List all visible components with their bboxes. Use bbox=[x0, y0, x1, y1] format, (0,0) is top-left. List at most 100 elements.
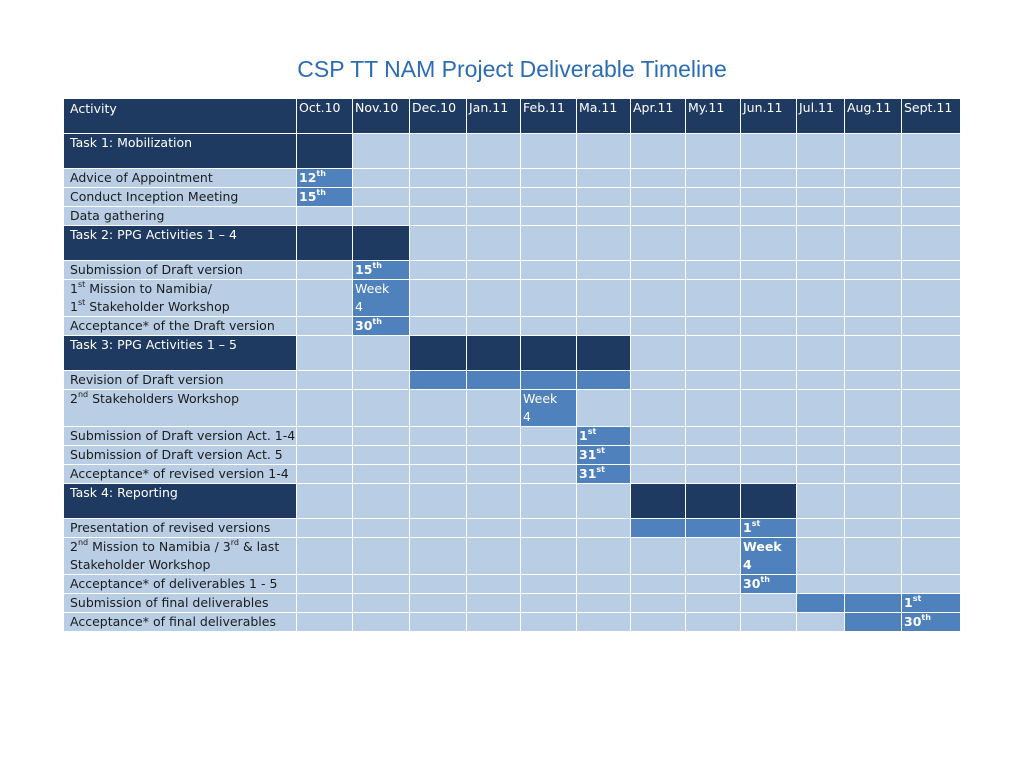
timeline-cell bbox=[410, 465, 467, 484]
timeline-cell bbox=[902, 538, 961, 575]
timeline-cell bbox=[577, 261, 631, 280]
date-marker-num: 15 bbox=[355, 262, 373, 277]
header-month: Jul.11 bbox=[797, 99, 845, 134]
timeline-cell bbox=[521, 317, 577, 336]
timeline-cell bbox=[902, 575, 961, 594]
timeline-cell bbox=[521, 280, 577, 317]
timeline-cell bbox=[467, 226, 521, 261]
timeline-cell bbox=[410, 188, 467, 207]
timeline-cell bbox=[631, 575, 686, 594]
activity-text: Task 3: PPG Activities 1 – 5 bbox=[70, 337, 237, 352]
activity-text: Task 1: Mobilization bbox=[70, 135, 193, 150]
timeline-cell bbox=[353, 575, 410, 594]
timeline-cell bbox=[741, 134, 797, 169]
timeline-cell: 30th bbox=[902, 613, 961, 632]
activity-line: Stakeholder Workshop bbox=[70, 556, 290, 574]
activity-label: Conduct Inception Meeting bbox=[64, 188, 297, 207]
timeline-cell bbox=[902, 280, 961, 317]
timeline-cell bbox=[467, 280, 521, 317]
timeline-cell bbox=[353, 446, 410, 465]
task-label: Task 1: Mobilization bbox=[64, 134, 297, 169]
activity-text: Stakeholder Workshop bbox=[85, 299, 230, 314]
date-marker: 15th bbox=[299, 189, 326, 205]
date-marker-num: 1 bbox=[904, 595, 913, 610]
header-month: Nov.10 bbox=[353, 99, 410, 134]
timeline-cell: 15th bbox=[297, 188, 353, 207]
date-marker-num: 30 bbox=[355, 318, 373, 333]
date-marker: 30th bbox=[904, 614, 931, 630]
activity-text: Acceptance* of the Draft version bbox=[70, 318, 275, 333]
activity-sup: rd bbox=[230, 538, 239, 547]
timeline-cell bbox=[902, 371, 961, 390]
timeline-cell bbox=[410, 317, 467, 336]
activity-line: Task 3: PPG Activities 1 – 5 bbox=[70, 336, 290, 354]
timeline-cell bbox=[631, 226, 686, 261]
timeline-cell: Week 4 bbox=[353, 280, 410, 317]
week-marker-line: Week bbox=[743, 538, 794, 556]
activity-label: Data gathering bbox=[64, 207, 297, 226]
activity-text: Acceptance* of revised version 1-4 bbox=[70, 466, 289, 481]
timeline-cell bbox=[521, 594, 577, 613]
timeline-cell bbox=[410, 446, 467, 465]
timeline-cell bbox=[297, 594, 353, 613]
timeline-cell bbox=[686, 613, 741, 632]
timeline-cell bbox=[297, 613, 353, 632]
header-month: Jun.11 bbox=[741, 99, 797, 134]
timeline-cell: 15th bbox=[353, 261, 410, 280]
timeline-cell bbox=[686, 594, 741, 613]
timeline-cell bbox=[521, 446, 577, 465]
timeline-cell bbox=[410, 427, 467, 446]
timeline-cell bbox=[521, 261, 577, 280]
timeline-cell bbox=[521, 336, 577, 371]
timeline-cell bbox=[741, 261, 797, 280]
timeline-cell bbox=[410, 371, 467, 390]
activity-text: Submission of final deliverables bbox=[70, 595, 269, 610]
activity-label: Acceptance* of final deliverables bbox=[64, 613, 297, 632]
timeline-cell bbox=[845, 188, 902, 207]
date-marker: 30th bbox=[355, 318, 382, 334]
date-marker-num: 30 bbox=[743, 576, 761, 591]
timeline-cell bbox=[797, 371, 845, 390]
timeline-cell bbox=[297, 317, 353, 336]
timeline-cell bbox=[521, 226, 577, 261]
timeline-cell bbox=[741, 465, 797, 484]
timeline-cell bbox=[631, 390, 686, 427]
activity-text: Conduct Inception Meeting bbox=[70, 189, 239, 204]
task-label: Task 4: Reporting bbox=[64, 484, 297, 519]
timeline-cell bbox=[686, 519, 741, 538]
timeline-cell bbox=[631, 261, 686, 280]
timeline-cell bbox=[631, 169, 686, 188]
week-marker-line: Week bbox=[355, 280, 407, 298]
timeline-cell bbox=[410, 575, 467, 594]
header-activity: Activity bbox=[64, 99, 297, 134]
date-marker: 31st bbox=[579, 466, 605, 482]
activity-line: Submission of final deliverables bbox=[70, 594, 290, 612]
timeline-cell bbox=[410, 169, 467, 188]
timeline-cell bbox=[577, 390, 631, 427]
timeline-cell bbox=[902, 134, 961, 169]
activity-text: Stakeholder Workshop bbox=[70, 557, 211, 572]
timeline-cell bbox=[631, 317, 686, 336]
timeline-cell bbox=[297, 371, 353, 390]
activity-line: Task 2: PPG Activities 1 – 4 bbox=[70, 226, 290, 244]
timeline-cell bbox=[577, 594, 631, 613]
header-month-label: Dec.10 bbox=[412, 100, 457, 115]
timeline-cell bbox=[686, 336, 741, 371]
activity-text: Submission of Draft version bbox=[70, 262, 243, 277]
timeline-cell bbox=[297, 134, 353, 169]
timeline-cell: Week 4 bbox=[521, 390, 577, 427]
timeline-cell bbox=[797, 134, 845, 169]
week-marker-line: 4 bbox=[355, 298, 407, 316]
timeline-cell bbox=[902, 484, 961, 519]
date-marker-num: 31 bbox=[579, 466, 597, 481]
activity-sup: st bbox=[77, 280, 86, 289]
timeline-cell bbox=[845, 169, 902, 188]
timeline-cell bbox=[521, 465, 577, 484]
date-marker-num: 1 bbox=[743, 520, 752, 535]
timeline-cell bbox=[297, 226, 353, 261]
timeline-cell bbox=[410, 390, 467, 427]
activity-line: Submission of Draft version Act. 5 bbox=[70, 446, 290, 464]
activity-line: 2nd Mission to Namibia / 3rd & last bbox=[70, 538, 290, 556]
timeline-cell bbox=[577, 188, 631, 207]
timeline-cell: 30th bbox=[353, 317, 410, 336]
